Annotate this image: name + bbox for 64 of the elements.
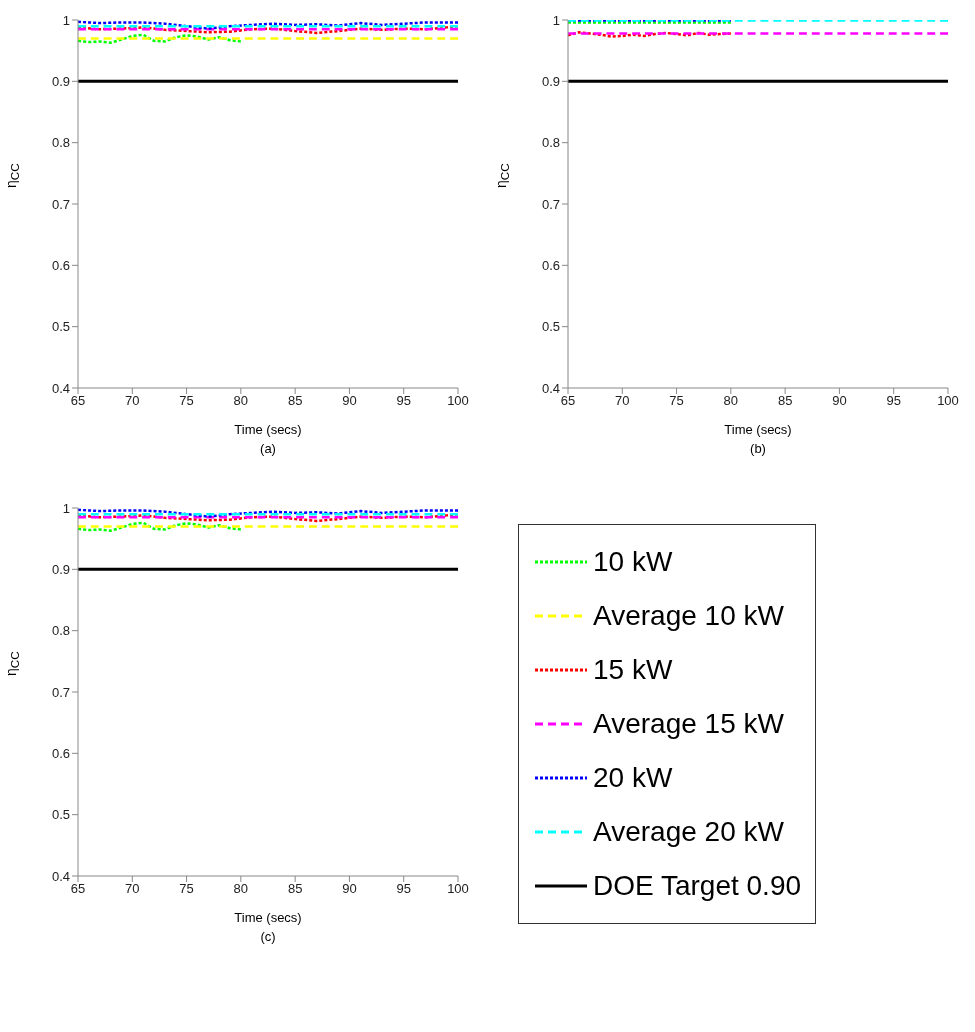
y-tick-label: 0.6 bbox=[51, 745, 70, 761]
y-tick-label: 1 bbox=[62, 12, 70, 28]
x-tick-label: 90 bbox=[342, 393, 357, 409]
legend-label: Average 15 kW bbox=[593, 708, 784, 740]
x-tick-label: 85 bbox=[287, 881, 303, 897]
y-tick-label: 0.9 bbox=[541, 73, 560, 89]
x-tick-label: 95 bbox=[886, 393, 901, 409]
y-tick-label: 0.6 bbox=[51, 257, 70, 273]
x-tick-label: 100 bbox=[447, 393, 469, 409]
x-axis-title: Time (secs) bbox=[233, 910, 303, 925]
x-tick-label: 90 bbox=[342, 881, 357, 897]
y-tick-label: 1 bbox=[62, 500, 70, 516]
x-axis-title: Time (secs) bbox=[233, 422, 303, 437]
y-tick-label: 0.7 bbox=[51, 684, 70, 700]
x-tick-label: 65 bbox=[560, 393, 576, 409]
x-tick-label: 65 bbox=[70, 881, 86, 897]
legend-label: Average 20 kW bbox=[593, 816, 784, 848]
line-series bbox=[78, 512, 458, 523]
y-tick-label: 0.8 bbox=[51, 623, 70, 639]
y-tick-label: 0.4 bbox=[51, 380, 70, 396]
legend-label: DOE Target 0.90 bbox=[593, 870, 802, 902]
x-tick-label: 70 bbox=[125, 881, 140, 897]
y-tick-label: 0.4 bbox=[541, 380, 560, 396]
y-tick-label: 0.5 bbox=[51, 807, 70, 823]
legend-label: 10 kW bbox=[593, 546, 673, 578]
x-tick-label: 85 bbox=[777, 393, 793, 409]
text: (b) bbox=[749, 441, 767, 456]
x-tick-label: 75 bbox=[179, 393, 194, 409]
y-tick-label: 0.5 bbox=[51, 319, 70, 335]
line-series bbox=[78, 24, 458, 35]
legend-label: Average 10 kW bbox=[593, 600, 784, 632]
line-series bbox=[78, 508, 458, 518]
y-tick-label: 1 bbox=[552, 12, 560, 28]
y-tick-label: 0.4 bbox=[51, 868, 70, 884]
legend-label: 20 kW bbox=[593, 762, 673, 794]
x-tick-label: 85 bbox=[287, 393, 303, 409]
line-series bbox=[78, 20, 458, 30]
text: (a) bbox=[259, 441, 277, 456]
y-tick-label: 0.5 bbox=[541, 319, 560, 335]
x-tick-label: 70 bbox=[615, 393, 630, 409]
y-tick-label: 0.9 bbox=[51, 561, 70, 577]
x-axis-title: Time (secs) bbox=[723, 422, 793, 437]
x-tick-label: 80 bbox=[233, 393, 249, 409]
x-tick-label: 80 bbox=[233, 881, 249, 897]
line-series bbox=[78, 33, 243, 44]
x-tick-label: 100 bbox=[447, 881, 469, 897]
x-tick-label: 100 bbox=[937, 393, 959, 409]
y-tick-label: 0.9 bbox=[51, 73, 70, 89]
x-tick-label: 80 bbox=[723, 393, 739, 409]
y-tick-label: 0.8 bbox=[51, 135, 70, 151]
x-tick-label: 75 bbox=[179, 881, 194, 897]
x-tick-label: 90 bbox=[832, 393, 847, 409]
line-series bbox=[78, 521, 243, 532]
x-tick-label: 95 bbox=[396, 393, 411, 409]
x-tick-label: 95 bbox=[396, 881, 411, 897]
text: (c) bbox=[259, 929, 277, 944]
legend-label: 15 kW bbox=[593, 654, 673, 686]
x-tick-label: 65 bbox=[70, 393, 86, 409]
y-tick-label: 0.7 bbox=[51, 196, 70, 212]
x-tick-label: 75 bbox=[669, 393, 684, 409]
y-tick-label: 0.8 bbox=[541, 135, 560, 151]
x-tick-label: 70 bbox=[125, 393, 140, 409]
y-tick-label: 0.6 bbox=[541, 257, 560, 273]
y-tick-label: 0.7 bbox=[541, 196, 560, 212]
